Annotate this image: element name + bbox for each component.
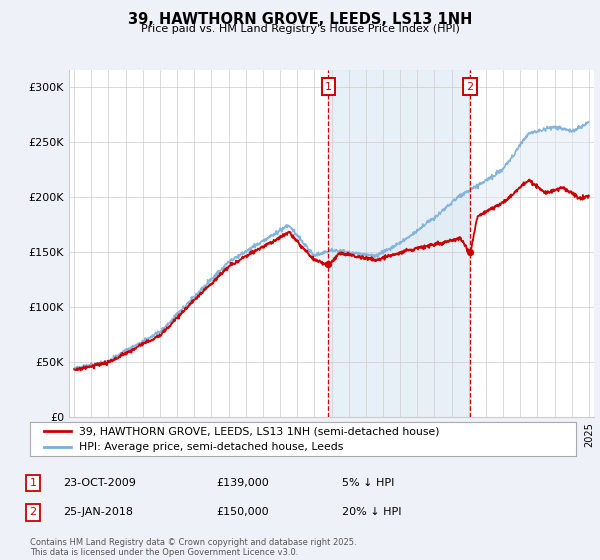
Text: 20% ↓ HPI: 20% ↓ HPI [342, 507, 401, 517]
Text: Price paid vs. HM Land Registry's House Price Index (HPI): Price paid vs. HM Land Registry's House … [140, 24, 460, 34]
Text: Contains HM Land Registry data © Crown copyright and database right 2025.
This d: Contains HM Land Registry data © Crown c… [30, 538, 356, 557]
Point [323, 259, 333, 268]
Text: 2: 2 [466, 82, 473, 91]
Text: 1: 1 [325, 82, 332, 91]
Text: 1: 1 [29, 478, 37, 488]
Text: 39, HAWTHORN GROVE, LEEDS, LS13 1NH (semi-detached house): 39, HAWTHORN GROVE, LEEDS, LS13 1NH (sem… [79, 426, 440, 436]
Text: £150,000: £150,000 [216, 507, 269, 517]
Text: £139,000: £139,000 [216, 478, 269, 488]
Text: 2: 2 [29, 507, 37, 517]
Text: 5% ↓ HPI: 5% ↓ HPI [342, 478, 394, 488]
Text: 39, HAWTHORN GROVE, LEEDS, LS13 1NH: 39, HAWTHORN GROVE, LEEDS, LS13 1NH [128, 12, 472, 27]
Bar [328, 70, 470, 417]
Text: 25-JAN-2018: 25-JAN-2018 [63, 507, 133, 517]
Point [465, 248, 475, 256]
Text: HPI: Average price, semi-detached house, Leeds: HPI: Average price, semi-detached house,… [79, 442, 344, 452]
Text: 23-OCT-2009: 23-OCT-2009 [63, 478, 136, 488]
